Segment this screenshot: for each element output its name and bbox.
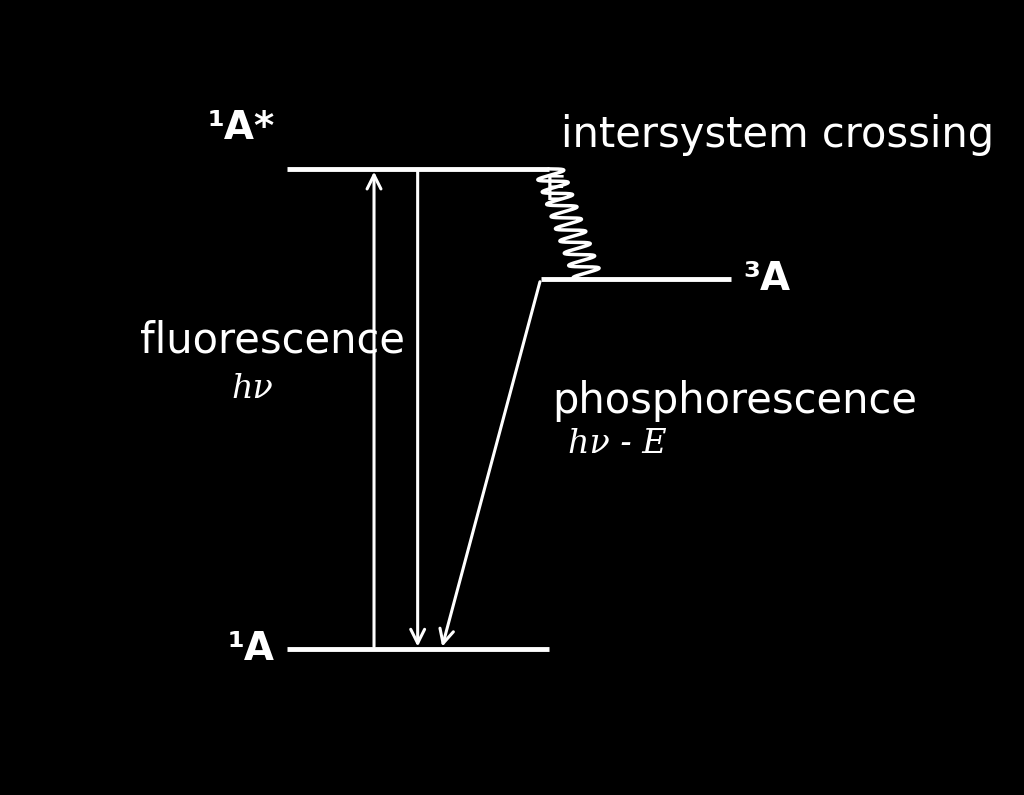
Text: hν: hν [231, 373, 273, 405]
Text: ¹A: ¹A [227, 630, 274, 669]
Text: fluorescence: fluorescence [140, 320, 404, 361]
Text: intersystem crossing: intersystem crossing [560, 114, 993, 156]
Text: ¹A*: ¹A* [208, 110, 274, 147]
Text: hν - E: hν - E [568, 429, 667, 460]
Text: E: E [545, 174, 566, 207]
Text: phosphorescence: phosphorescence [553, 381, 918, 422]
Text: ³A: ³A [743, 260, 791, 298]
